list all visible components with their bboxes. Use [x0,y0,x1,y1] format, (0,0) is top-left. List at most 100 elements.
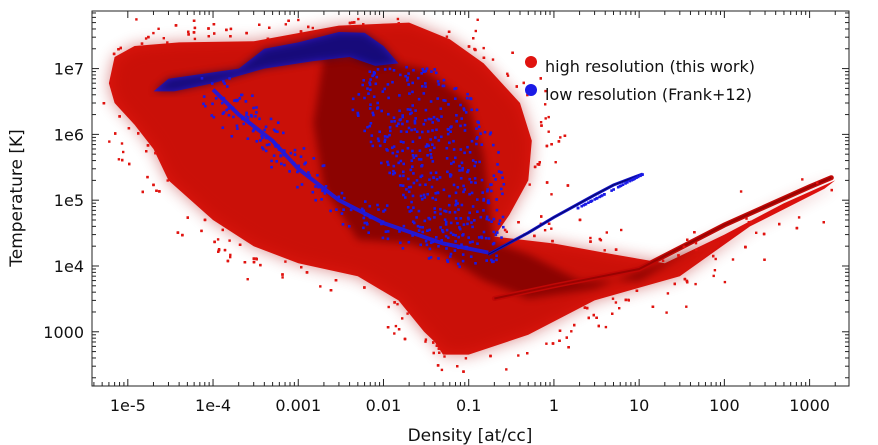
high-res-point [146,144,150,147]
low-res-point [476,198,479,201]
low-res-point [283,163,286,167]
low-res-point [304,161,307,164]
low-res-point [391,80,394,84]
high-res-dense-core [313,55,706,299]
high-res-point [570,330,573,333]
low-res-point [406,206,410,209]
high-res-point [651,305,655,308]
low-res-point [410,159,414,162]
low-res-point [447,103,450,106]
low-res-point [293,148,297,152]
low-res-point [378,144,382,148]
low-res-point [378,130,381,134]
low-res-point [424,85,427,88]
low-res-point [433,207,436,210]
high-res-point [162,37,165,40]
low-res-point [427,216,430,220]
low-res-point [464,111,468,114]
low-res-point [245,114,248,117]
low-res-point [363,129,366,133]
high-res-point [544,103,547,106]
low-res-point [260,134,263,138]
low-res-point [398,230,401,233]
high-res-point [624,298,627,302]
low-res-point [454,199,458,203]
low-res-point [383,87,386,91]
low-res-point [369,88,372,92]
high-res-point [363,286,366,289]
low-res-point [477,236,481,239]
low-res-point [411,234,414,237]
low-res-point [289,151,293,155]
high-res-point [128,162,131,166]
low-res-point [456,262,460,266]
low-res-point [392,169,395,173]
low-res-point [252,106,255,110]
low-res-point [202,102,205,106]
low-res-point [372,95,376,98]
low-res-point [576,206,580,210]
low-res-point [419,158,423,161]
low-res-point [628,179,632,183]
low-res-point [475,108,479,112]
y-axis-title: Temperature [K] [7,129,27,268]
low-res-point [434,136,437,139]
high-res-point [146,175,149,179]
high-res-point [200,229,203,233]
high-res-point [259,263,262,267]
low-res-point [255,140,259,143]
low-res-point [303,162,306,166]
low-res-point [343,196,346,200]
low-res-point [425,243,429,247]
high-res-point [526,352,529,355]
legend-marker-low-resolution [525,84,537,96]
low-res-point [399,241,402,245]
low-res-point [255,106,258,109]
low-res-point [395,154,398,158]
low-res-lower-branch [211,88,489,255]
low-res-point [407,185,411,189]
high-res-point [747,221,751,224]
low-res-point [275,160,278,163]
low-res-point [430,156,433,159]
low-res-point [442,78,446,82]
low-res-point [434,171,438,174]
low-res-point [388,133,391,137]
low-res-point [386,83,390,86]
low-res-point [368,107,372,110]
high-res-point [108,140,111,143]
low-res-point [488,132,492,136]
y-tick-label: 1e4 [54,257,84,276]
high-res-point [620,228,623,232]
high-res-point [559,136,562,139]
low-res-point [376,101,379,105]
low-res-point [230,135,234,138]
low-res-point [323,192,327,195]
high-res-point [544,89,547,93]
low-res-point [434,198,438,201]
low-res-point [492,241,496,245]
low-res-point [414,154,418,157]
high-res-point [573,323,576,327]
low-res-point [492,230,496,234]
low-res-point [409,108,412,111]
low-res-point [480,235,483,239]
low-res-point [399,73,402,77]
low-res-point [204,104,207,108]
low-res-point [236,127,239,130]
low-res-point [302,147,306,150]
low-res-point [411,81,414,85]
high-res-point [228,239,231,242]
low-res-point [210,114,214,117]
high-res-point [528,183,531,186]
high-res-point [152,183,155,187]
low-res-point [456,186,460,189]
high-res-point [693,231,696,234]
high-res-point [268,26,271,29]
high-res-point [387,305,390,309]
low-res-point [471,205,475,208]
low-res-point [321,164,325,168]
low-res-point [471,225,474,229]
high-res-point [472,37,475,40]
high-res-point [212,23,216,26]
